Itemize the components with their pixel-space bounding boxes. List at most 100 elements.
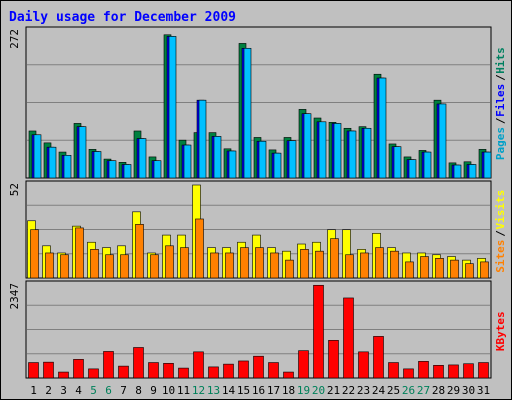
bar-pages-day-8 bbox=[138, 138, 147, 179]
x-tick-label-day-9: 9 bbox=[150, 384, 157, 397]
bar-sites-day-31 bbox=[480, 261, 489, 279]
bar-sites-day-9 bbox=[150, 254, 159, 279]
x-tick-label-day-31: 31 bbox=[477, 384, 490, 397]
bar-kbytes-day-5 bbox=[88, 368, 99, 379]
bar-kbytes-day-21 bbox=[328, 340, 339, 379]
bar-sites-day-22 bbox=[345, 254, 354, 279]
bar-kbytes-day-17 bbox=[268, 362, 279, 379]
legend-kbytes: KBytes bbox=[494, 311, 507, 351]
legend-separator: / bbox=[494, 117, 507, 124]
bar-sites-day-20 bbox=[315, 250, 324, 279]
bar-kbytes-day-13 bbox=[208, 366, 219, 379]
bar-kbytes-day-26 bbox=[403, 368, 414, 379]
bar-pages-day-21 bbox=[333, 123, 342, 179]
y-max-label-hits: 272 bbox=[8, 29, 21, 49]
x-tick-label-day-11: 11 bbox=[177, 384, 190, 397]
x-tick-label-day-18: 18 bbox=[282, 384, 295, 397]
y-max-label-kbytes: 2347 bbox=[8, 283, 21, 310]
x-tick-label-day-28: 28 bbox=[432, 384, 445, 397]
bar-pages-day-3 bbox=[63, 155, 72, 179]
bar-sites-day-26 bbox=[405, 261, 414, 279]
x-tick-label-day-19: 19 bbox=[297, 384, 310, 397]
bar-kbytes-day-18 bbox=[283, 371, 294, 379]
bar-pages-day-4 bbox=[78, 126, 87, 179]
x-tick-label-day-27: 27 bbox=[417, 384, 430, 397]
bar-kbytes-day-11 bbox=[178, 367, 189, 379]
bar-kbytes-day-20 bbox=[313, 284, 324, 379]
bar-sites-day-25 bbox=[390, 250, 399, 279]
bar-pages-day-2 bbox=[48, 146, 57, 179]
bar-kbytes-day-29 bbox=[448, 364, 459, 379]
bar-sites-day-28 bbox=[435, 258, 444, 279]
bar-sites-day-29 bbox=[450, 259, 459, 279]
bar-pages-day-1 bbox=[33, 134, 42, 179]
x-tick-label-day-23: 23 bbox=[357, 384, 370, 397]
x-tick-label-day-7: 7 bbox=[120, 384, 127, 397]
bar-pages-day-16 bbox=[258, 140, 267, 179]
legend-hits: Hits bbox=[494, 47, 507, 74]
bar-sites-day-30 bbox=[465, 263, 474, 279]
chart-title: Daily usage for December 2009 bbox=[9, 10, 236, 25]
x-tick-label-day-3: 3 bbox=[60, 384, 67, 397]
legend-pages: Pages bbox=[494, 127, 507, 160]
bar-kbytes-day-1 bbox=[28, 362, 39, 379]
x-tick-label-day-26: 26 bbox=[402, 384, 415, 397]
x-tick-label-day-29: 29 bbox=[447, 384, 460, 397]
x-tick-label-day-4: 4 bbox=[75, 384, 82, 397]
bar-sites-day-11 bbox=[180, 247, 189, 279]
bar-kbytes-day-27 bbox=[418, 361, 429, 379]
bar-pages-day-6 bbox=[108, 160, 117, 179]
bar-kbytes-day-16 bbox=[253, 355, 264, 379]
bar-pages-day-29 bbox=[453, 164, 462, 179]
bar-sites-day-19 bbox=[300, 249, 309, 279]
bar-sites-day-6 bbox=[105, 254, 114, 279]
legend-sites: Sites bbox=[494, 240, 507, 273]
y-max-label-visits: 52 bbox=[8, 183, 21, 196]
bar-pages-day-30 bbox=[468, 164, 477, 179]
bar-kbytes-day-9 bbox=[148, 362, 159, 379]
bar-sites-day-4 bbox=[75, 227, 84, 279]
bar-kbytes-day-6 bbox=[103, 351, 114, 379]
bar-pages-day-19 bbox=[303, 113, 312, 179]
legend-files: Files bbox=[494, 84, 507, 117]
bar-kbytes-day-12 bbox=[193, 351, 204, 379]
x-tick-label-day-20: 20 bbox=[312, 384, 325, 397]
bar-kbytes-day-15 bbox=[238, 360, 249, 379]
bar-kbytes-day-22 bbox=[343, 297, 354, 379]
bar-pages-day-18 bbox=[288, 140, 297, 179]
bar-pages-day-20 bbox=[318, 121, 327, 179]
bar-kbytes-day-28 bbox=[433, 365, 444, 379]
bar-kbytes-day-30 bbox=[463, 363, 474, 379]
bar-sites-day-13 bbox=[210, 252, 219, 279]
bar-kbytes-day-7 bbox=[118, 365, 129, 379]
bar-pages-day-25 bbox=[393, 146, 402, 179]
bar-sites-day-15 bbox=[240, 247, 249, 279]
bar-sites-day-2 bbox=[45, 252, 54, 279]
x-tick-label-day-5: 5 bbox=[90, 384, 97, 397]
bar-pages-day-15 bbox=[243, 47, 252, 179]
bar-pages-day-14 bbox=[228, 150, 237, 179]
bar-pages-day-11 bbox=[183, 144, 192, 179]
bar-sites-day-17 bbox=[270, 252, 279, 279]
bar-sites-day-18 bbox=[285, 259, 294, 279]
legend-visits: Visits bbox=[494, 190, 507, 230]
bar-sites-day-24 bbox=[375, 247, 384, 279]
bar-kbytes-day-4 bbox=[73, 359, 84, 379]
x-tick-label-day-13: 13 bbox=[207, 384, 220, 397]
bar-sites-day-1 bbox=[30, 229, 39, 279]
x-tick-label-day-17: 17 bbox=[267, 384, 280, 397]
x-tick-label-day-16: 16 bbox=[252, 384, 265, 397]
bar-pages-day-22 bbox=[348, 130, 357, 179]
bar-pages-day-26 bbox=[408, 159, 417, 179]
bar-sites-day-8 bbox=[135, 224, 144, 279]
bar-pages-day-9 bbox=[153, 160, 162, 179]
bar-kbytes-day-25 bbox=[388, 362, 399, 379]
bar-kbytes-day-8 bbox=[133, 347, 144, 379]
bar-sites-day-10 bbox=[165, 245, 174, 279]
x-tick-label-day-30: 30 bbox=[462, 384, 475, 397]
bar-kbytes-day-10 bbox=[163, 363, 174, 379]
bar-pages-day-17 bbox=[273, 152, 282, 179]
bar-kbytes-day-31 bbox=[478, 362, 489, 379]
bar-pages-day-24 bbox=[378, 77, 387, 179]
